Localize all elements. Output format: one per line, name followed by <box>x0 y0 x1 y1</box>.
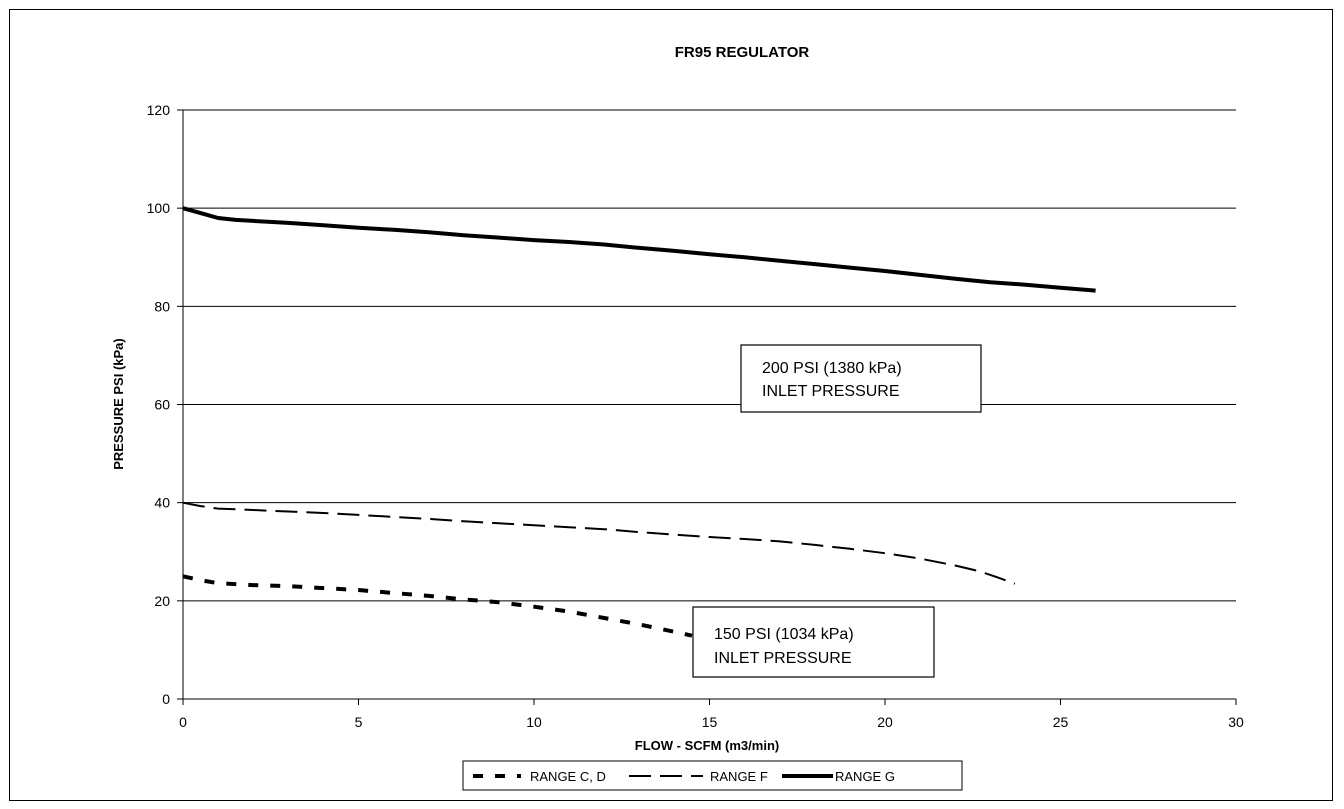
annotation-150-line2: INLET PRESSURE <box>714 650 852 667</box>
chart-title: FR95 REGULATOR <box>675 44 810 61</box>
y-tick-label: 120 <box>147 102 171 118</box>
y-tick-label: 60 <box>154 397 170 413</box>
legend-label: RANGE G <box>835 769 895 784</box>
annotation-150-box <box>692 606 935 678</box>
x-axis-label: FLOW - SCFM (m3/min) <box>635 738 779 753</box>
annotation-200-line2: INLET PRESSURE <box>762 383 900 400</box>
series-line-0 <box>182 574 693 638</box>
y-tick-label: 20 <box>154 593 170 609</box>
series-line-2 <box>182 206 1096 293</box>
legend-label: RANGE C, D <box>530 769 606 784</box>
annotation-200-line1: 200 PSI (1380 kPa) <box>762 360 902 377</box>
annotation-200-psi: 200 PSI (1380 kPa) INLET PRESSURE <box>740 344 982 413</box>
x-tick-label: 20 <box>877 714 893 730</box>
x-tick-label: 25 <box>1053 714 1069 730</box>
y-tick-label: 100 <box>147 200 171 216</box>
legend: RANGE C, D RANGE F RANGE G <box>462 760 963 791</box>
series-line-1 <box>182 501 1016 585</box>
legend-label: RANGE F <box>710 769 768 784</box>
x-tick-label: 15 <box>702 714 718 730</box>
annotation-150-psi: 150 PSI (1034 kPa) INLET PRESSURE <box>692 606 935 678</box>
y-axis-label: PRESSURE PSI (kPa) <box>111 338 126 470</box>
x-tick-label: 30 <box>1228 714 1244 730</box>
annotation-200-box <box>740 344 982 413</box>
x-tick-label: 5 <box>355 714 363 730</box>
x-tick-label: 0 <box>179 714 187 730</box>
tick-labels: 0 20 40 60 80 100 120 0 5 10 15 20 25 30 <box>147 102 1244 730</box>
axes <box>177 109 1237 705</box>
series-lines <box>182 206 1096 638</box>
grid-lines <box>183 109 1236 602</box>
annotation-150-line1: 150 PSI (1034 kPa) <box>714 626 854 643</box>
x-tick-label: 10 <box>526 714 542 730</box>
legend-box <box>462 760 963 791</box>
y-tick-label: 0 <box>162 691 170 707</box>
y-tick-label: 40 <box>154 495 170 511</box>
y-tick-label: 80 <box>154 298 170 314</box>
